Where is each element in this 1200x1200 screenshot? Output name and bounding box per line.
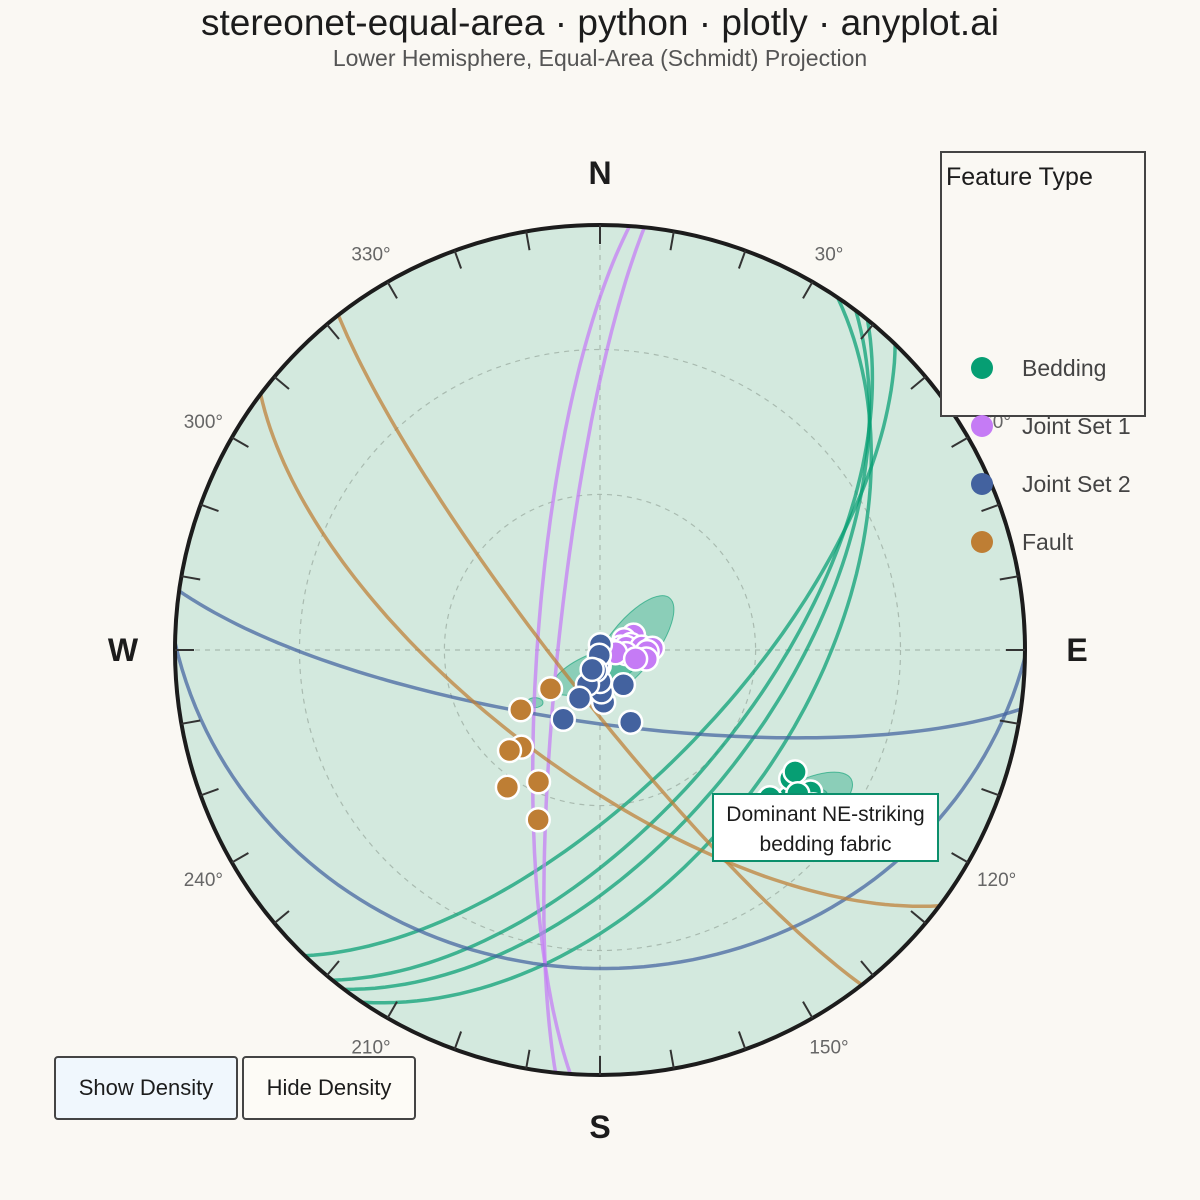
great-circle-fault-1: [336, 314, 863, 987]
pole-point-joint-set-2[interactable]: [610, 672, 637, 698]
legend-marker-icon: [971, 415, 993, 437]
legend-label: Joint Set 2: [1022, 471, 1131, 497]
pole-point-fault[interactable]: [496, 737, 523, 764]
pole-point-fault[interactable]: [525, 807, 551, 833]
pole-point-joint-set-2[interactable]: [566, 685, 593, 711]
azimuth-tick: [802, 1001, 814, 1019]
great-circle-bedding-3: [304, 344, 897, 958]
azimuth-tick: [525, 231, 531, 251]
azimuth-tick: [669, 1049, 675, 1069]
pole-point-joint-set-2[interactable]: [550, 706, 576, 733]
pole-point-fault[interactable]: [525, 769, 552, 795]
azimuth-tick: [525, 1049, 531, 1069]
legend-label: Joint Set 1: [1022, 413, 1131, 439]
azimuth-label-120: 120°: [977, 870, 1016, 891]
great-circle-bedding-0: [362, 296, 874, 1005]
show-density-button[interactable]: Show Density: [54, 1056, 238, 1120]
azimuth-tick: [200, 787, 219, 797]
azimuth-label-240: 240°: [184, 870, 223, 891]
azimuth-tick: [951, 852, 969, 864]
great-circle-joint-set-1-0: [530, 225, 632, 1075]
azimuth-tick: [386, 1001, 398, 1019]
azimuth-tick: [669, 231, 675, 251]
great-circle-bedding-2: [332, 319, 875, 983]
azimuth-ticks: [175, 225, 1025, 1075]
chart-subtitle: Lower Hemisphere, Equal-Area (Schmidt) P…: [332, 45, 868, 71]
azimuth-tick: [181, 575, 201, 581]
azimuth-tick: [999, 719, 1019, 725]
azimuth-label-330: 330°: [351, 244, 390, 265]
hide-density-button[interactable]: Hide Density: [242, 1056, 416, 1120]
azimuth-tick: [910, 910, 927, 924]
annotation-line-2: bedding fabric: [759, 833, 892, 856]
azimuth-tick: [273, 910, 290, 924]
pole-point-joint-set-2[interactable]: [617, 709, 644, 735]
azimuth-tick: [910, 376, 927, 390]
legend-marker-icon: [971, 473, 993, 495]
great-circles: [175, 225, 1025, 1075]
legend-label: Fault: [1022, 529, 1074, 555]
annotation-box: Dominant NE-striking bedding fabric: [712, 793, 939, 862]
azimuth-tick: [802, 281, 814, 299]
pole-point-fault[interactable]: [508, 696, 534, 723]
azimuth-tick: [453, 1031, 463, 1050]
annotation-line-1: Dominant NE-striking: [726, 803, 925, 826]
azimuth-label-150: 150°: [809, 1038, 848, 1059]
pole-point-joint-set-2[interactable]: [579, 656, 605, 683]
azimuth-tick: [981, 787, 1000, 797]
great-circle-joint-set-2-1: [178, 589, 1022, 740]
azimuth-tick: [326, 960, 340, 977]
azimuth-tick: [231, 436, 249, 448]
legend-item-joint-set-2[interactable]: Joint Set 2: [942, 464, 1148, 504]
azimuth-label-210: 210°: [351, 1038, 390, 1059]
legend-title: Feature Type: [946, 163, 1093, 191]
pole-point-fault[interactable]: [537, 675, 564, 702]
cardinal-label-e: E: [1066, 632, 1087, 668]
legend-marker-icon: [971, 357, 993, 379]
azimuth-tick: [326, 323, 340, 340]
azimuth-tick: [981, 503, 1000, 513]
azimuth-tick: [951, 436, 969, 448]
legend-item-fault[interactable]: Fault: [942, 522, 1148, 562]
azimuth-tick: [737, 250, 747, 269]
pole-point-bedding[interactable]: [782, 759, 808, 785]
chart-title: stereonet-equal-area · python · plotly ·…: [201, 2, 999, 43]
pole-point-joint-set-1[interactable]: [622, 646, 649, 672]
azimuth-tick: [737, 1031, 747, 1050]
legend-item-joint-set-1[interactable]: Joint Set 1: [942, 406, 1148, 446]
cardinal-label-n: N: [588, 155, 611, 191]
legend: Feature Type Bedding Joint Set 1 Joint S…: [940, 151, 1148, 555]
pole-point-fault[interactable]: [494, 774, 521, 801]
azimuth-tick: [453, 250, 463, 269]
legend-label: Bedding: [1022, 355, 1107, 381]
azimuth-tick: [860, 323, 874, 340]
azimuth-tick: [200, 503, 219, 513]
azimuth-tick: [860, 960, 874, 977]
azimuth-label-30: 30°: [815, 244, 844, 265]
azimuth-label-300: 300°: [184, 412, 223, 433]
legend-marker-icon: [971, 531, 993, 553]
azimuth-tick: [999, 575, 1019, 581]
azimuth-tick: [181, 719, 201, 725]
azimuth-tick: [231, 852, 249, 864]
legend-item-bedding[interactable]: Bedding: [942, 348, 1148, 388]
great-circle-joint-set-1-1: [542, 226, 647, 1073]
azimuth-tick: [386, 281, 398, 299]
azimuth-tick: [273, 376, 290, 390]
cardinal-label-w: W: [108, 632, 139, 668]
cardinal-label-s: S: [589, 1109, 610, 1145]
